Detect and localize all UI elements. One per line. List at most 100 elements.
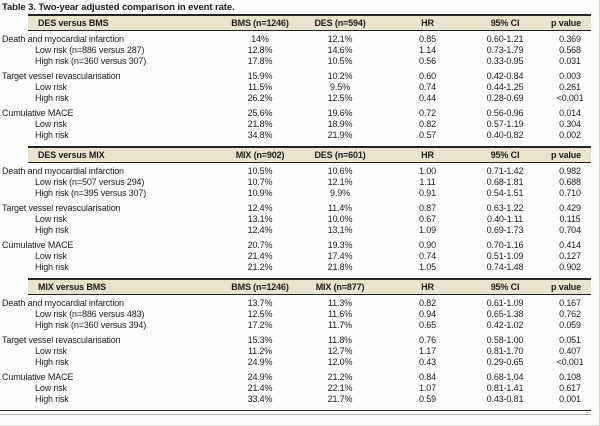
rate-col1-cell: 17.8% bbox=[247, 56, 273, 66]
table-row: Low risk 21.4% 22.1% 1.07 0.81-1.41 0.617 bbox=[0, 383, 599, 394]
table-row: Low risk (n=507 versus 294) 10.7% 12.1% 1.1… bbox=[0, 177, 599, 188]
hr-cell: 1.05 bbox=[419, 262, 436, 272]
hr-cell: 1.07 bbox=[419, 383, 436, 393]
rate-col2-cell: 12.7% bbox=[327, 346, 353, 356]
row-group: Cumulative MACE 24.9% 21.2% 0.84 0.68-1.04 0.… bbox=[0, 372, 599, 405]
rate-col2-cell: 12.1% bbox=[327, 34, 353, 44]
p-value-cell: 0.031 bbox=[559, 56, 581, 66]
rate-col2-cell: 11.3% bbox=[327, 298, 353, 308]
hr-cell: 0.84 bbox=[419, 372, 436, 382]
rate-col1-cell: 15.9% bbox=[247, 71, 273, 81]
rate-col1-cell: 10.7% bbox=[247, 177, 273, 187]
rate-col2-cell: 21.8% bbox=[327, 262, 353, 272]
column-header-hr: HR bbox=[421, 282, 434, 292]
table-row: High risk 24.9% 12.0% 0.43 0.29-0.65 <0.001 bbox=[0, 357, 599, 368]
ci-cell: 0.57-1.19 bbox=[486, 119, 524, 129]
row-label: High risk (n=395 versus 307) bbox=[35, 188, 147, 198]
rate-col1-cell: 12.4% bbox=[247, 225, 273, 235]
rate-col1-cell: 24.9% bbox=[247, 372, 273, 382]
table-row: Cumulative MACE 24.9% 21.2% 0.84 0.68-1.04 0.… bbox=[0, 372, 599, 383]
rate-col2-cell: 21.2% bbox=[327, 372, 353, 382]
p-value-cell: 0.115 bbox=[559, 214, 581, 224]
hr-cell: 1.14 bbox=[419, 45, 436, 55]
rate-col1-cell: 10.5% bbox=[247, 166, 273, 176]
column-header-p: p value bbox=[551, 18, 581, 28]
row-group: Cumulative MACE 20.7% 19.3% 0.90 0.70-1.16 0.… bbox=[0, 240, 599, 273]
row-label: Death and myocardial infarction bbox=[2, 298, 124, 308]
row-label: Death and myocardial infarction bbox=[2, 166, 124, 176]
hr-cell: 0.82 bbox=[419, 119, 436, 129]
hr-cell: 1.09 bbox=[419, 225, 436, 235]
table-row: Death and myocardial infarction 10.5% 10.6… bbox=[0, 166, 599, 177]
p-value-cell: 0.051 bbox=[559, 335, 581, 345]
hr-cell: 0.44 bbox=[419, 93, 436, 103]
row-label: Low risk (n=507 versus 294) bbox=[35, 177, 145, 187]
rate-col1-cell: 21.4% bbox=[247, 383, 273, 393]
p-value-cell: 0.304 bbox=[559, 119, 581, 129]
rate-col2-cell: 21.9% bbox=[327, 130, 353, 140]
rate-col2-cell: 12.1% bbox=[327, 177, 353, 187]
hr-cell: 0.87 bbox=[419, 203, 436, 213]
table-row: High risk (n=360 versus 307) 17.8% 10.5% 0.… bbox=[0, 56, 599, 67]
rate-col2-cell: 11.8% bbox=[327, 335, 353, 345]
hr-cell: 0.74 bbox=[419, 82, 436, 92]
row-group: Death and myocardial infarction 13.7% 11.3… bbox=[0, 298, 599, 331]
table-row: Low risk 11.2% 12.7% 1.17 0.81-1.70 0.407 bbox=[0, 346, 599, 357]
rate-col1-cell: 13.7% bbox=[247, 298, 273, 308]
table-row: Cumulative MACE 25.6% 19.6% 0.72 0.56-0.96 0.… bbox=[0, 108, 599, 119]
p-value-cell: 0.261 bbox=[559, 82, 581, 92]
row-label: High risk bbox=[35, 394, 69, 404]
rate-col1-cell: 17.2% bbox=[247, 320, 273, 330]
row-group: Target vessel revascularisation 15.3% 11.8… bbox=[0, 335, 599, 368]
p-value-cell: 0.902 bbox=[559, 262, 581, 272]
column-header-arm1: BMS (n=1246) bbox=[231, 282, 289, 292]
p-value-cell: 0.059 bbox=[559, 320, 581, 330]
row-label: Low risk bbox=[35, 214, 67, 224]
rate-col2-cell: 11.6% bbox=[327, 309, 353, 319]
rate-col2-cell: 9.9% bbox=[330, 188, 350, 198]
p-value-cell: 0.414 bbox=[559, 240, 581, 250]
rate-col1-cell: 20.7% bbox=[247, 240, 273, 250]
section-header-row: DES versus BMS BMS (n=1246) DES (n=594) HR 9… bbox=[28, 14, 591, 31]
ci-cell: 0.42-0.84 bbox=[486, 71, 524, 81]
section-header-row: DES versus MIX MIX (n=902) DES (n=601) HR 95… bbox=[28, 146, 591, 163]
table-row: High risk (n=395 versus 307) 10.9% 9.9% 0.9… bbox=[0, 188, 599, 199]
hr-cell: 0.94 bbox=[419, 309, 436, 319]
rate-col1-cell: 12.5% bbox=[247, 309, 273, 319]
ci-cell: 0.56-0.96 bbox=[486, 108, 524, 118]
rate-col1-cell: 12.4% bbox=[247, 203, 273, 213]
rate-col2-cell: 10.6% bbox=[327, 166, 353, 176]
ci-cell: 0.70-1.16 bbox=[486, 240, 524, 250]
table-row: Low risk 13.1% 10.0% 0.67 0.40-1.11 0.115 bbox=[0, 214, 599, 225]
rate-col1-cell: 34.8% bbox=[247, 130, 273, 140]
column-header-arm2: MIX (n=877) bbox=[315, 282, 365, 292]
column-header-arm2: DES (n=594) bbox=[314, 18, 366, 28]
hr-cell: 0.57 bbox=[419, 130, 436, 140]
rate-col1-cell: 26.2% bbox=[247, 93, 273, 103]
ci-cell: 0.81-1.41 bbox=[486, 383, 524, 393]
p-value-cell: <0.001 bbox=[556, 357, 584, 367]
hr-cell: 0.60 bbox=[419, 71, 436, 81]
column-header-p: p value bbox=[551, 150, 581, 160]
row-label: Low risk bbox=[35, 82, 67, 92]
ci-cell: 0.44-1.25 bbox=[486, 82, 524, 92]
p-value-cell: 0.167 bbox=[559, 298, 581, 308]
rate-col2-cell: 10.0% bbox=[327, 214, 353, 224]
row-label: Low risk (n=886 versus 483) bbox=[35, 309, 145, 319]
row-group: Cumulative MACE 25.6% 19.6% 0.72 0.56-0.96 0.… bbox=[0, 108, 599, 141]
ci-cell: 0.51-1.09 bbox=[486, 251, 524, 261]
hr-cell: 0.65 bbox=[419, 320, 436, 330]
ci-cell: 0.54-1.51 bbox=[486, 188, 524, 198]
row-label: Target vessel revascularisation bbox=[2, 335, 121, 345]
p-value-cell: 0.003 bbox=[559, 71, 581, 81]
ci-cell: 0.40-0.82 bbox=[486, 130, 524, 140]
table-row: Low risk (n=886 versus 483) 12.5% 11.6% 0.9… bbox=[0, 309, 599, 320]
column-header-arm2: DES (n=601) bbox=[314, 150, 366, 160]
table-row: High risk 21.2% 21.8% 1.05 0.74-1.48 0.902 bbox=[0, 262, 599, 273]
table-row: High risk 12.4% 13.1% 1.09 0.69-1.73 0.704 bbox=[0, 225, 599, 236]
ci-cell: 0.60-1.21 bbox=[486, 34, 524, 44]
p-value-cell: 0.762 bbox=[559, 309, 581, 319]
table-row: High risk 26.2% 12.5% 0.44 0.28-0.69 <0.001 bbox=[0, 93, 599, 104]
table-row: Low risk 11.5% 9.5% 0.74 0.44-1.25 0.261 bbox=[0, 82, 599, 93]
